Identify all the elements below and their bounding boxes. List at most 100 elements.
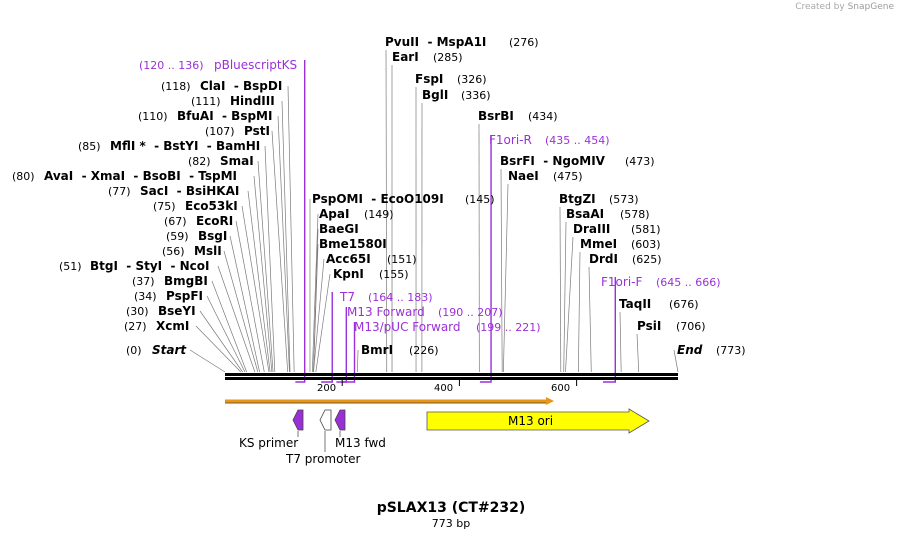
feature-ks-primer-arrow[interactable] (292, 409, 304, 431)
site-label-bme1580i[interactable]: Bme1580I (319, 237, 387, 251)
site-label-btgi-styi-ncoi[interactable]: BtgI - StyI - NcoI (90, 259, 210, 273)
site-pos: (326) (457, 73, 487, 86)
site-label-eco53ki[interactable]: Eco53kI (185, 199, 238, 213)
site-pos: (34) (134, 290, 157, 303)
feature-label-ks-primer: KS primer (239, 436, 298, 450)
site-label-bgli[interactable]: BglI (422, 88, 448, 102)
site-label-mfli-bstyi-bamhi[interactable]: MflI * - BstYI - BamHI (110, 139, 260, 153)
site-label-smai[interactable]: SmaI (220, 154, 254, 168)
site-label-psii[interactable]: PsiI (637, 319, 661, 333)
primer-range: (435 .. 454) (545, 134, 610, 147)
site-label-xcmi[interactable]: XcmI (156, 319, 189, 333)
sequence-backbone-bottom (225, 377, 678, 380)
site-pos-773: (773) (716, 344, 746, 357)
leader-lines (189, 49, 679, 383)
credit-prefix: Created by (795, 2, 845, 12)
primer-bracket[interactable] (295, 60, 306, 383)
site-pos: (226) (409, 344, 439, 357)
primer-range: (190 .. 207) (438, 306, 503, 319)
site-pos: (475) (553, 170, 583, 183)
site-label-hindiii[interactable]: HindIII (230, 94, 275, 108)
site-label-draiii[interactable]: DraIII (573, 222, 610, 236)
site-pos: (107) (205, 125, 235, 138)
site-start-label: Start (152, 343, 187, 357)
feature-m13-ori-arrow[interactable] (426, 408, 650, 434)
site-leader-line (211, 280, 248, 373)
site-label-fspi[interactable]: FspI (415, 72, 443, 86)
site-pos: (676) (669, 298, 699, 311)
site-pos: (149) (364, 208, 394, 221)
site-pos: (151) (387, 253, 417, 266)
site-pos: (625) (632, 253, 662, 266)
site-pos: (85) (78, 140, 101, 153)
site-pos: (155) (379, 268, 409, 281)
primer-label-t7[interactable]: T7 (339, 290, 355, 304)
primer-label-f1ori-f[interactable]: F1ori-F (601, 275, 642, 289)
primer-range: (120 .. 136) (139, 59, 204, 72)
ruler-label-200: 200 (317, 383, 336, 394)
site-label-eari[interactable]: EarI (392, 50, 419, 64)
primer-bracket[interactable] (479, 135, 492, 383)
feature-m13-fwd-arrow[interactable] (334, 409, 346, 431)
site-label-msli[interactable]: MslI (194, 244, 222, 258)
site-label-taqii[interactable]: TaqII (619, 297, 651, 311)
site-leader-line (257, 160, 274, 373)
map-length: 773 bp (431, 517, 471, 530)
site-label-mmei[interactable]: MmeI (580, 237, 617, 251)
site-pos: (30) (126, 305, 149, 318)
site-label-psppomi-ecoo109i[interactable]: PspOMI - EcoO109I (312, 192, 444, 206)
site-leader-line (247, 190, 271, 373)
site-label-bseyi[interactable]: BseYI (158, 304, 196, 318)
site-label-pvuii-mspa1i[interactable]: PvuII - MspA1I (385, 35, 486, 49)
primer-bracket[interactable] (336, 307, 348, 383)
site-label-bmgbi[interactable]: BmgBI (164, 274, 208, 288)
site-label-bsgi[interactable]: BsgI (198, 229, 227, 243)
site-leader-line (206, 295, 246, 373)
primer-bracket[interactable] (602, 277, 616, 383)
site-pos: (110) (138, 110, 168, 123)
site-label-bmri[interactable]: BmrI (361, 343, 393, 357)
site-pos: (581) (631, 223, 661, 236)
site-label-apai[interactable]: ApaI (319, 207, 349, 221)
primer-label-f1ori-r[interactable]: F1ori-R (489, 133, 532, 147)
feature-t7-promoter-arrow[interactable] (319, 409, 332, 431)
site-pos: (276) (509, 36, 539, 49)
site-label-clai-bspdi[interactable]: ClaI - BspDI (200, 79, 282, 93)
site-leader-line (189, 349, 226, 373)
site-label-baegi[interactable]: BaeGI (319, 222, 359, 236)
site-label-avai-xmai-bsobi-tspmi[interactable]: AvaI - XmaI - BsoBI - TspMI (44, 169, 237, 183)
site-label-pspfi[interactable]: PspFI (166, 289, 203, 303)
site-label-btgzi[interactable]: BtgZI (559, 192, 596, 206)
site-pos: (75) (153, 200, 176, 213)
site-leader-line (229, 235, 260, 373)
site-label-kpni[interactable]: KpnI (333, 267, 364, 281)
site-leader-line (277, 115, 290, 373)
site-pos: (706) (676, 320, 706, 333)
site-label-acc65i[interactable]: Acc65I (326, 252, 371, 266)
site-label-bfuai-bspmi[interactable]: BfuAI - BspMI (177, 109, 272, 123)
ruler-label-400: 400 (434, 383, 453, 394)
site-leader-line (673, 349, 679, 373)
site-label-psti[interactable]: PstI (244, 124, 270, 138)
site-pos: (434) (528, 110, 558, 123)
site-label-saci-bsihkai[interactable]: SacI - BsiHKAI (140, 184, 239, 198)
site-label-bsaai[interactable]: BsaAI (566, 207, 604, 221)
site-label-bsrbi[interactable]: BsrBI (478, 109, 514, 123)
feature-label-m13-fwd: M13 fwd (335, 436, 386, 450)
site-label-ecori[interactable]: EcoRI (196, 214, 233, 228)
primer-label-pbluescriptks[interactable]: pBluescriptKS (214, 58, 297, 72)
snapgene-credit: Created by SnapGene (795, 2, 894, 12)
primer-bracket[interactable] (341, 322, 356, 383)
primer-label-m13-puc-forward[interactable]: M13/pUC Forward (354, 320, 461, 334)
site-label-naei[interactable]: NaeI (508, 169, 539, 183)
site-pos: (80) (12, 170, 35, 183)
site-label-bsrfi-ngomiv[interactable]: BsrFI - NgoMIV (500, 154, 606, 168)
site-pos: (51) (59, 260, 82, 273)
site-label-drdi[interactable]: DrdI (589, 252, 618, 266)
primer-label-m13-forward[interactable]: M13 Forward (347, 305, 425, 319)
site-leader-line (619, 311, 622, 373)
site-pos: (56) (162, 245, 185, 258)
site-leader-line (503, 183, 509, 373)
primer-bracket[interactable] (321, 292, 333, 383)
site-pos: (111) (191, 95, 221, 108)
